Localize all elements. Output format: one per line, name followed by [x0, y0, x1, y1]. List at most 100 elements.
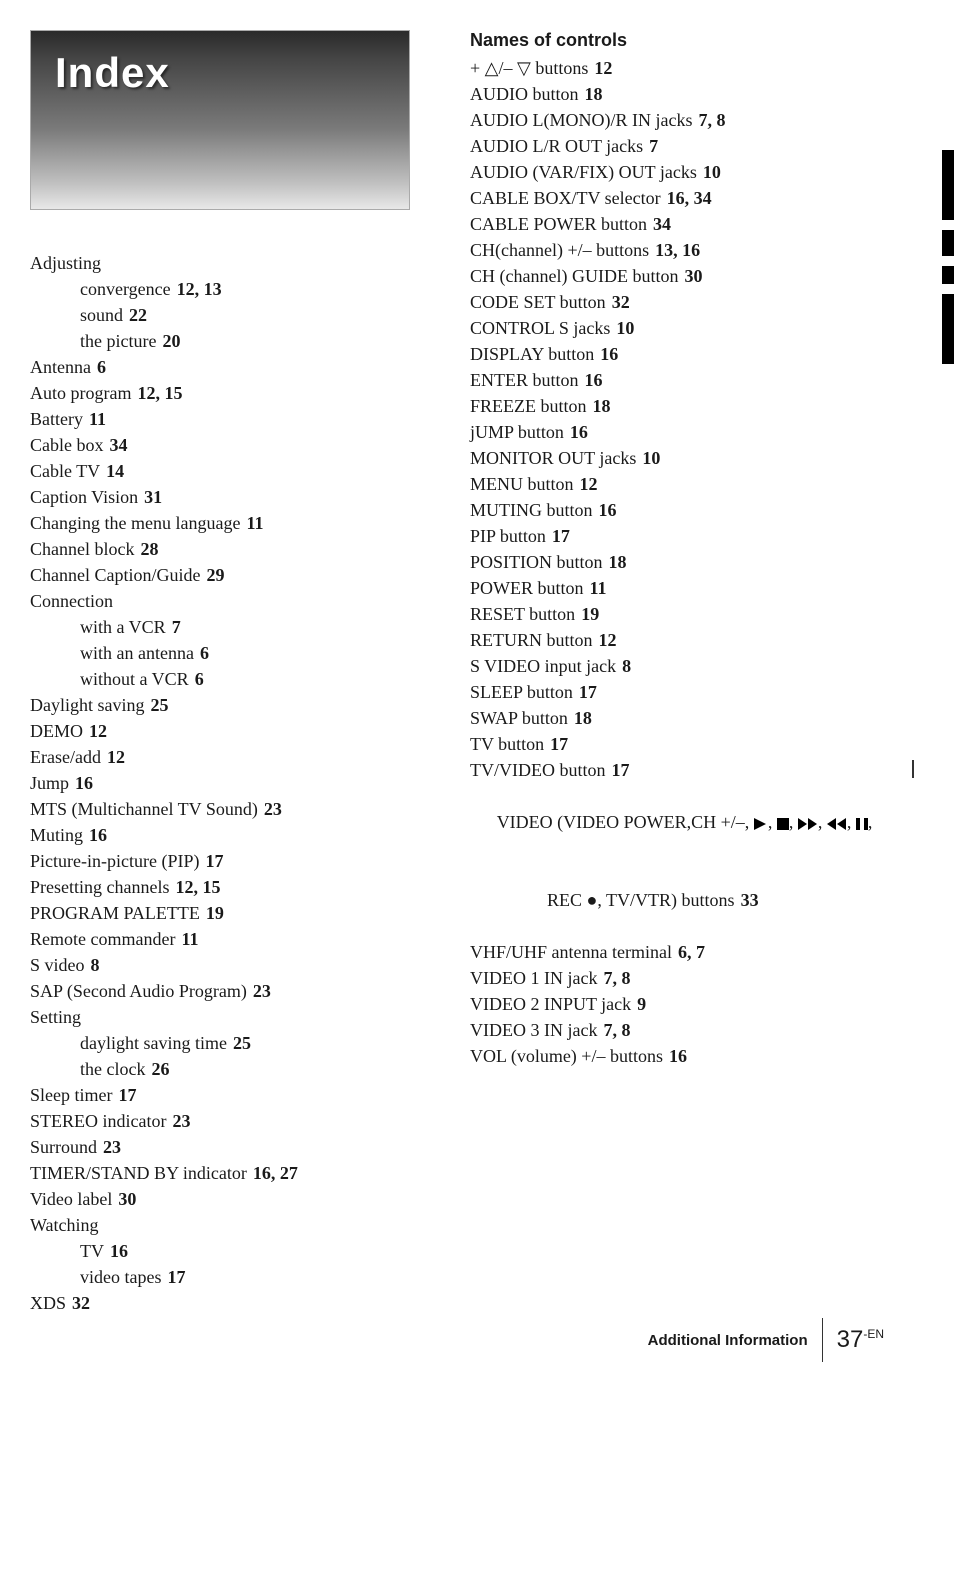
sep-text: ,: [768, 812, 777, 832]
play-icon: [754, 818, 768, 830]
index-term: Surround: [30, 1137, 97, 1157]
index-term: AUDIO L(MONO)/R IN jacks: [470, 110, 692, 130]
index-term: convergence: [80, 279, 171, 299]
index-term: PIP button: [470, 526, 546, 546]
index-pages: 7: [649, 136, 658, 156]
index-pages: 7, 8: [603, 1020, 630, 1040]
index-page: Index Adjustingconvergence12, 13sound22t…: [30, 30, 914, 1316]
index-entry: S VIDEO input jack8: [470, 653, 910, 679]
index-term: TV/VIDEO button: [470, 760, 605, 780]
index-term: CODE SET button: [470, 292, 606, 312]
index-pages: 12, 13: [177, 279, 222, 299]
index-entry: S video8: [30, 952, 440, 978]
video-line-prefix: VIDEO (VIDEO POWER,CH +/–,: [497, 812, 754, 832]
index-entry: Changing the menu language 11: [30, 510, 440, 536]
index-term: XDS: [30, 1293, 66, 1313]
banner-title: Index: [55, 49, 170, 97]
index-term: + △/– ▽ buttons: [470, 58, 588, 78]
index-entry: daylight saving time 25: [80, 1030, 440, 1056]
index-entry: Video label30: [30, 1186, 440, 1212]
index-entry: with a VCR7: [80, 614, 440, 640]
index-term: CH (channel) GUIDE button: [470, 266, 678, 286]
index-entry: AUDIO L(MONO)/R IN jacks7, 8: [470, 107, 910, 133]
index-term: daylight saving time: [80, 1033, 227, 1053]
index-pages: 11: [246, 513, 263, 533]
index-pages: 16: [585, 370, 603, 390]
index-term: Muting: [30, 825, 83, 845]
fast-forward-icon: [798, 818, 818, 830]
index-entry: VIDEO 3 IN jack7, 8: [470, 1017, 910, 1043]
edge-mark: [942, 230, 954, 256]
index-pages: 16: [599, 500, 617, 520]
index-pages: 28: [140, 539, 158, 559]
index-term: MTS (Multichannel TV Sound): [30, 799, 258, 819]
index-term: Cable box: [30, 435, 104, 455]
index-entry: Erase/add12: [30, 744, 440, 770]
index-entry: jUMP button16: [470, 419, 910, 445]
index-pages: 13, 16: [655, 240, 700, 260]
index-term: Remote commander: [30, 929, 175, 949]
index-entry: VIDEO 2 INPUT jack9: [470, 991, 910, 1017]
index-pages: 16: [89, 825, 107, 845]
index-pages: 11: [590, 578, 607, 598]
index-pages: 23: [172, 1111, 190, 1131]
index-entry: CABLE BOX/TV selector16, 34: [470, 185, 910, 211]
index-entry: Setting: [30, 1004, 440, 1030]
index-entry: Sleep timer17: [30, 1082, 440, 1108]
index-entry: Picture-in-picture (PIP)17: [30, 848, 440, 874]
index-term: Caption Vision: [30, 487, 138, 507]
index-term: Adjusting: [30, 253, 101, 273]
index-term: TV button: [470, 734, 544, 754]
index-pages: 10: [703, 162, 721, 182]
index-entry: Surround23: [30, 1134, 440, 1160]
index-pages: 30: [684, 266, 702, 286]
index-term: TIMER/STAND BY indicator: [30, 1163, 247, 1183]
index-entry: Battery11: [30, 406, 440, 432]
index-term: sound: [80, 305, 123, 325]
index-pages: 26: [151, 1059, 169, 1079]
video-line2-pages: 33: [741, 890, 759, 910]
index-entry: Auto program12, 15: [30, 380, 440, 406]
index-term: SWAP button: [470, 708, 568, 728]
index-term: VIDEO 1 IN jack: [470, 968, 597, 988]
video-line2-prefix: REC ●, TV/VTR) buttons: [547, 890, 735, 910]
index-term: Channel Caption/Guide: [30, 565, 200, 585]
index-term: Picture-in-picture (PIP): [30, 851, 199, 871]
index-term: Daylight saving: [30, 695, 145, 715]
index-pages: 18: [585, 84, 603, 104]
edge-mark: [942, 294, 954, 364]
index-entry: VHF/UHF antenna terminal6, 7: [470, 939, 910, 965]
index-pages: 20: [162, 331, 180, 351]
index-entry: TV/VIDEO button17: [470, 757, 910, 783]
index-pages: 6: [97, 357, 106, 377]
index-entry: Cable TV14: [30, 458, 440, 484]
index-pages: 16: [570, 422, 588, 442]
index-entry: MONITOR OUT jacks10: [470, 445, 910, 471]
index-pages: 17: [550, 734, 568, 754]
index-pages: 8: [622, 656, 631, 676]
index-term: CABLE BOX/TV selector: [470, 188, 661, 208]
index-entry: without a VCR6: [80, 666, 440, 692]
index-term: CONTROL S jacks: [470, 318, 610, 338]
index-term: VIDEO 2 INPUT jack: [470, 994, 631, 1014]
index-entry: MENU button12: [470, 471, 910, 497]
index-entry: ENTER button16: [470, 367, 910, 393]
index-pages: 18: [593, 396, 611, 416]
index-pages: 25: [233, 1033, 251, 1053]
index-pages: 11: [181, 929, 198, 949]
index-entry: + △/– ▽ buttons12: [470, 55, 910, 81]
index-entry: the clock26: [80, 1056, 440, 1082]
index-term: Changing the menu language: [30, 513, 240, 533]
index-entry: POWER button11: [470, 575, 910, 601]
index-pages: 16: [110, 1241, 128, 1261]
index-entry: Watching: [30, 1212, 440, 1238]
index-pages: 12: [580, 474, 598, 494]
index-term: TV: [80, 1241, 104, 1261]
index-entry: FREEZE button18: [470, 393, 910, 419]
index-entry: Antenna6: [30, 354, 440, 380]
index-pages: 7, 8: [603, 968, 630, 988]
index-pages: 23: [253, 981, 271, 1001]
index-pages: 18: [609, 552, 627, 572]
index-pages: 16: [75, 773, 93, 793]
index-banner: Index: [30, 30, 410, 210]
